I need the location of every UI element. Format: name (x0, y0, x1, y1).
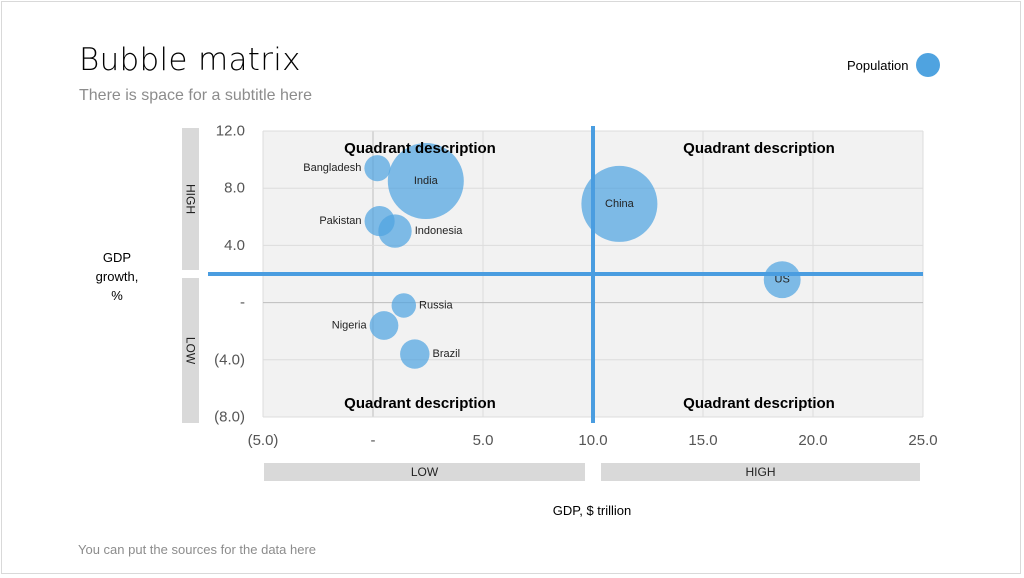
y-tick-label: 12.0 (216, 123, 245, 140)
bubble-label: Brazil (433, 348, 461, 360)
y-tick-label: (8.0) (214, 409, 245, 426)
legend-label: Population (847, 57, 909, 73)
y-band-high (182, 128, 199, 270)
y-axis-label: GDP growth, % (82, 248, 152, 305)
bubble-label: Russia (419, 299, 454, 311)
bubble-china (581, 165, 658, 242)
bubble-label: India (414, 175, 439, 187)
x-tick-label: 5.0 (473, 432, 494, 449)
bubble-label: Bangladesh (303, 162, 361, 174)
x-band-high (601, 463, 920, 481)
quadrant-label-bottom-left: Quadrant description (344, 395, 496, 412)
x-tick-label: 10.0 (578, 432, 607, 449)
y-band-high-label: HIGH (184, 184, 198, 214)
y-tick-label: 8.0 (224, 180, 245, 197)
y-tick-label: 4.0 (224, 237, 245, 254)
bubble-india (387, 143, 464, 220)
bubble-brazil (400, 339, 430, 369)
bubble-nigeria (369, 311, 399, 340)
bubble-russia (391, 293, 417, 318)
x-band-low-label: LOW (411, 465, 439, 479)
quadrant-label-top-right: Quadrant description (683, 140, 835, 157)
bubble-us (763, 261, 801, 299)
source-note: You can put the sources for the data her… (78, 542, 317, 557)
bubble-bangladesh (364, 155, 391, 182)
x-tick-label: 25.0 (908, 432, 937, 449)
bubble-label: Nigeria (332, 319, 368, 331)
page-title: Bubble matrix (79, 42, 301, 78)
y-axis-label-line: growth, (95, 269, 139, 284)
quadrant-label-top-left: Quadrant description (344, 140, 496, 157)
bubble-label: Indonesia (415, 225, 464, 237)
x-band-low (264, 463, 585, 481)
quadrant-label-bottom-right: Quadrant description (683, 395, 835, 412)
y-tick-label: (4.0) (214, 351, 245, 368)
bubble-label: US (775, 274, 790, 286)
x-tick-label: 20.0 (798, 432, 827, 449)
page-subtitle: There is space for a subtitle here (79, 87, 313, 104)
bubble-label: China (605, 198, 635, 210)
x-tick-label: - (371, 432, 376, 449)
y-tick-label: - (240, 294, 245, 311)
y-axis-label-line: GDP (102, 250, 132, 265)
y-band-low-label: LOW (184, 337, 198, 365)
x-tick-label: 15.0 (688, 432, 717, 449)
legend-bubble-icon (916, 53, 941, 77)
x-axis-label: GDP, $ trillion (552, 503, 632, 518)
y-band-low (182, 278, 199, 423)
legend: Population (847, 53, 941, 77)
x-tick-label: (5.0) (248, 432, 279, 449)
bubble-indonesia (378, 214, 412, 248)
bubble-label: Pakistan (319, 215, 361, 227)
x-band-high-label: HIGH (746, 465, 776, 479)
y-axis-label-line: % (111, 288, 123, 303)
